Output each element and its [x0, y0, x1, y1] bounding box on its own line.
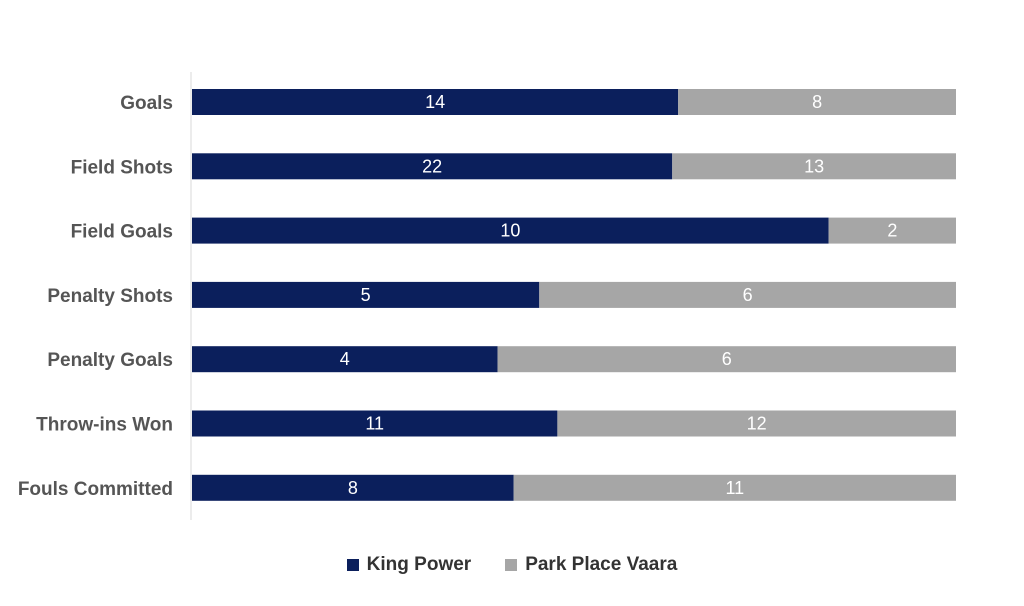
- value-label-king-power-throw-ins-won: 11: [365, 414, 384, 434]
- legend-item-king-power: King Power: [346, 554, 472, 576]
- value-label-park-place-vaara-fouls-committed: 11: [725, 478, 744, 498]
- legend-item-park-place-vaara: Park Place Vaara: [505, 554, 677, 576]
- value-label-park-place-vaara-penalty-goals: 6: [722, 349, 732, 369]
- legend-swatch-park-place-vaara: [505, 559, 518, 571]
- category-label-goals: Goals: [120, 93, 173, 114]
- value-label-king-power-penalty-goals: 4: [340, 349, 350, 369]
- legend-label-park-place-vaara: Park Place Vaara: [525, 554, 678, 575]
- category-label-penalty-goals: Penalty Goals: [47, 350, 173, 371]
- category-label-field-goals: Field Goals: [71, 222, 173, 243]
- bar-king-power-field-shots: [192, 153, 673, 180]
- value-label-king-power-field-goals: 10: [500, 221, 520, 241]
- bar-park-place-vaara-penalty-shots: [539, 281, 956, 308]
- legend: King Power Park Place Vaara: [0, 554, 1024, 576]
- legend-label-king-power: King Power: [366, 554, 472, 575]
- bar-park-place-vaara-fouls-committed: [513, 474, 956, 501]
- bar-king-power-fouls-committed: [192, 474, 514, 501]
- bar-king-power-penalty-goals: [192, 346, 498, 373]
- value-label-king-power-goals: 14: [425, 92, 445, 112]
- category-label-fouls-committed: Fouls Committed: [18, 479, 173, 500]
- bar-king-power-throw-ins-won: [192, 410, 558, 437]
- value-label-king-power-field-shots: 22: [422, 156, 442, 176]
- bar-king-power-penalty-shots: [192, 281, 540, 308]
- bar-park-place-vaara-goals: [678, 89, 956, 115]
- category-label-penalty-shots: Penalty Shots: [47, 286, 173, 307]
- category-label-throw-ins-won: Throw-ins Won: [36, 415, 173, 436]
- value-label-park-place-vaara-penalty-shots: 6: [743, 285, 753, 305]
- value-label-king-power-penalty-shots: 5: [361, 285, 371, 305]
- value-label-park-place-vaara-field-goals: 2: [887, 221, 897, 241]
- legend-swatch-king-power: [346, 559, 359, 571]
- category-label-field-shots: Field Shots: [71, 157, 173, 178]
- value-label-king-power-fouls-committed: 8: [348, 478, 358, 498]
- bar-king-power-goals: [192, 89, 679, 115]
- value-label-park-place-vaara-throw-ins-won: 12: [747, 414, 767, 434]
- bar-park-place-vaara-field-shots: [672, 153, 956, 180]
- value-label-park-place-vaara-goals: 8: [812, 92, 822, 112]
- bar-king-power-field-goals: [192, 217, 829, 244]
- value-label-park-place-vaara-field-shots: 13: [804, 156, 824, 176]
- bar-park-place-vaara-penalty-goals: [497, 346, 956, 373]
- bar-park-place-vaara-throw-ins-won: [557, 410, 956, 437]
- bar-park-place-vaara-field-goals: [828, 217, 956, 244]
- bars-group: Goals 14 8 Field Shots 22 13 Field Goals 10 2 Pen…: [18, 89, 956, 501]
